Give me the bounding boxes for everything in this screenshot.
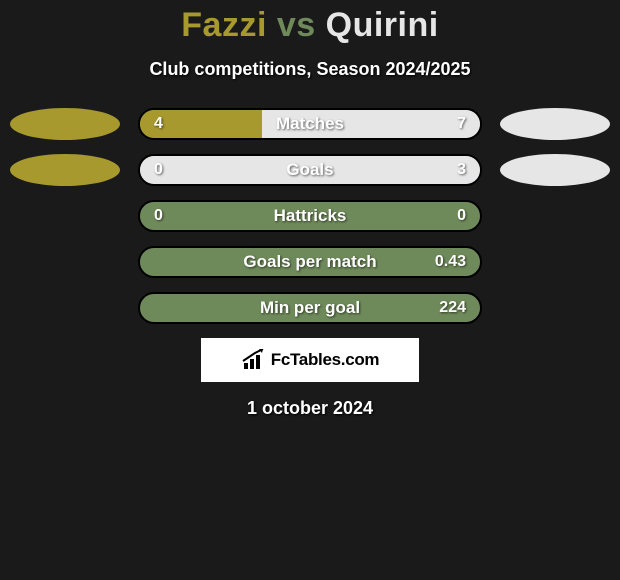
brand-chart-icon bbox=[241, 349, 267, 371]
stat-row: 0.43 Goals per match bbox=[0, 246, 620, 278]
player2-oval bbox=[500, 154, 610, 186]
oval-spacer bbox=[10, 246, 120, 278]
stat-bar: 4 7 Matches bbox=[138, 108, 482, 140]
stat-label: Goals bbox=[286, 160, 333, 180]
stat-value-player1: 0 bbox=[154, 161, 163, 179]
stat-label: Min per goal bbox=[260, 298, 360, 318]
player1-name: Fazzi bbox=[181, 6, 267, 44]
stat-value-player1: 4 bbox=[154, 115, 163, 133]
stat-bar: 0 0 Hattricks bbox=[138, 200, 482, 232]
player2-name: Quirini bbox=[326, 6, 439, 44]
stats-list: 4 7 Matches 0 3 Goals 0 0 Hattricks 0.43 Goals per… bbox=[0, 108, 620, 324]
stat-value-player2: 0.43 bbox=[435, 253, 466, 271]
stat-row: 0 3 Goals bbox=[0, 154, 620, 186]
player1-oval bbox=[10, 108, 120, 140]
player1-oval bbox=[10, 154, 120, 186]
stat-row: 224 Min per goal bbox=[0, 292, 620, 324]
stat-value-player2: 0 bbox=[457, 207, 466, 225]
subtitle: Club competitions, Season 2024/2025 bbox=[0, 59, 620, 80]
stat-row: 0 0 Hattricks bbox=[0, 200, 620, 232]
stat-bar: 0.43 Goals per match bbox=[138, 246, 482, 278]
vs-text: vs bbox=[277, 6, 316, 44]
brand-text: FcTables.com bbox=[271, 350, 380, 370]
oval-spacer bbox=[10, 200, 120, 232]
oval-spacer bbox=[10, 292, 120, 324]
date-text: 1 october 2024 bbox=[0, 398, 620, 419]
oval-spacer bbox=[500, 200, 610, 232]
brand-box: FcTables.com bbox=[201, 338, 419, 382]
player2-oval bbox=[500, 108, 610, 140]
oval-spacer bbox=[500, 246, 610, 278]
stat-row: 4 7 Matches bbox=[0, 108, 620, 140]
comparison-widget: Fazzi vs Quirini Club competitions, Seas… bbox=[0, 0, 620, 419]
stat-value-player2: 224 bbox=[439, 299, 466, 317]
stat-label: Matches bbox=[276, 114, 344, 134]
stat-label: Goals per match bbox=[243, 252, 376, 272]
oval-spacer bbox=[500, 292, 610, 324]
stat-bar: 0 3 Goals bbox=[138, 154, 482, 186]
stat-value-player2: 3 bbox=[457, 161, 466, 179]
stat-label: Hattricks bbox=[274, 206, 347, 226]
stat-bar: 224 Min per goal bbox=[138, 292, 482, 324]
stat-value-player1: 0 bbox=[154, 207, 163, 225]
page-title: Fazzi vs Quirini bbox=[0, 6, 620, 45]
stat-value-player2: 7 bbox=[457, 115, 466, 133]
